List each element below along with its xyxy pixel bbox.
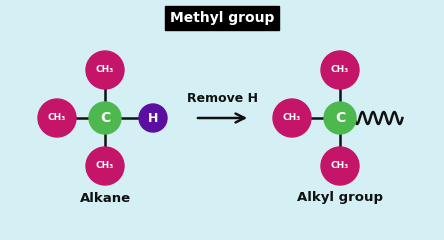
- Circle shape: [86, 51, 124, 89]
- Text: H: H: [148, 112, 158, 125]
- Circle shape: [273, 99, 311, 137]
- Text: CH₃: CH₃: [96, 66, 114, 74]
- Text: C: C: [335, 111, 345, 125]
- Text: Alkyl group: Alkyl group: [297, 192, 383, 204]
- Text: CH₃: CH₃: [96, 162, 114, 170]
- Circle shape: [89, 102, 121, 134]
- Text: CH₃: CH₃: [331, 66, 349, 74]
- Circle shape: [86, 147, 124, 185]
- Circle shape: [38, 99, 76, 137]
- Text: Methyl group: Methyl group: [170, 11, 274, 25]
- Text: CH₃: CH₃: [48, 114, 66, 122]
- Text: CH₃: CH₃: [331, 162, 349, 170]
- Circle shape: [321, 51, 359, 89]
- Circle shape: [321, 147, 359, 185]
- Text: Remove H: Remove H: [186, 91, 258, 104]
- Circle shape: [324, 102, 356, 134]
- Circle shape: [139, 104, 167, 132]
- Text: C: C: [100, 111, 110, 125]
- Text: Alkane: Alkane: [79, 192, 131, 204]
- Text: CH₃: CH₃: [283, 114, 301, 122]
